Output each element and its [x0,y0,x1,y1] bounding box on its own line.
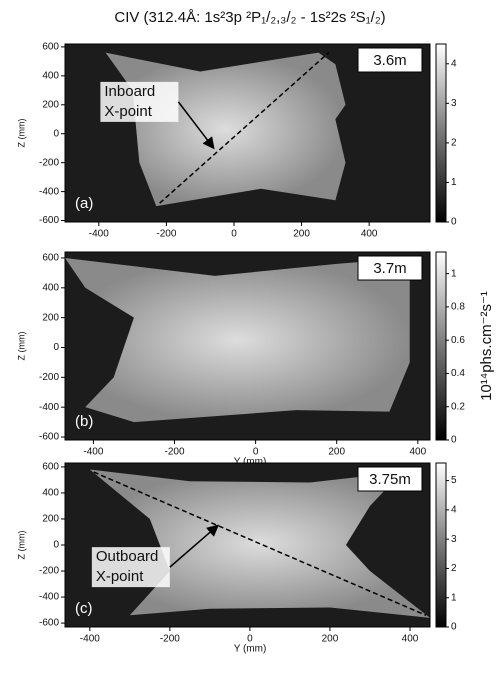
colorbar-label: 10¹⁴phs.cm⁻²s⁻¹ [478,291,495,401]
x-tick-label: 0 [247,634,253,645]
y-tick-label: -200 [39,157,59,168]
colorbar-tick-label: 1 [451,592,457,603]
x-tick-label: 400 [361,229,378,240]
colorbar-tick-label: 0 [451,217,457,228]
x-tick-label: 0 [231,229,237,240]
distance-box [357,47,423,73]
colorbar-tick-label: 4 [451,504,457,515]
x-tick-label: 200 [293,229,310,240]
plot-frame [64,251,431,441]
y-tick-label: -600 [39,618,59,629]
x-axis-label: Y (mm) [234,457,267,468]
x-tick-label: -200 [164,447,184,458]
annotation-box [91,547,170,588]
y-tick-label: 600 [42,42,59,53]
colorbar-tick-label: 0 [451,622,457,633]
x-axis-label: Y (mm) [234,644,267,655]
colorbar-tick-label: 3 [451,534,457,545]
panel-label: (c) [75,600,93,617]
annotation-text: Inboard [104,83,155,100]
colorbar-tick-label: 0.4 [451,368,465,379]
colorbar-tick-label: 0 [451,435,457,446]
y-tick-label: 0 [53,342,59,353]
colorbar-tick-label: 0.8 [451,302,465,313]
distance-label: 3.6m [373,52,406,69]
plot-frame [64,43,431,223]
y-tick-label: 600 [42,462,59,473]
y-tick-label: 0 [53,128,59,139]
x-tick-label: -200 [160,634,180,645]
x-tick-label: 200 [328,447,345,458]
y-tick-label: 400 [42,70,59,81]
y-tick-label: 600 [42,253,59,264]
x-tick-label: 0 [253,447,259,458]
y-tick-label: 200 [42,312,59,323]
y-tick-label: -200 [39,566,59,577]
colorbar [435,43,447,223]
colorbar-tick-label: 1 [451,177,457,188]
distance-box [357,466,423,492]
annotation-arrow [177,101,215,150]
y-tick-label: 200 [42,99,59,110]
emission-region [65,257,410,423]
distance-box [357,255,423,281]
colorbar [435,251,447,441]
panel-label: (b) [75,413,93,430]
colorbar-tick-label: 3 [451,98,457,109]
y-tick-label: 200 [42,514,59,525]
colorbar-tick-label: 2 [451,563,457,574]
x-tick-label: -200 [156,229,176,240]
distance-label: 3.7m [373,260,406,277]
annotation-text: Outboard [96,548,159,565]
y-tick-label: -400 [39,592,59,603]
annotation-box [100,81,179,122]
colorbar-tick-label: 0.2 [451,401,465,412]
y-tick-label: -600 [39,215,59,226]
figure-title: CIV (312.4Å: 1s²3p ²P₁/₂,₃/₂ - 1s²2s ²S₁… [114,9,385,26]
x-tick-label: -400 [89,229,109,240]
annotation-arrow [169,524,220,568]
colorbar-tick-label: 1 [451,268,457,279]
x-tick-label: -400 [80,634,100,645]
y-axis-label: Z (mm) [16,332,26,361]
y-axis-label: Z (mm) [16,531,26,560]
x-point-line [93,471,427,616]
y-tick-label: -200 [39,372,59,383]
colorbar-tick-label: 0.6 [451,335,465,346]
y-tick-label: 400 [42,282,59,293]
y-tick-label: -600 [39,432,59,443]
y-tick-label: -400 [39,186,59,197]
y-axis-label: Z (mm) [16,119,26,148]
colorbar [435,462,447,628]
colorbar-tick-label: 4 [451,58,457,69]
y-tick-label: 400 [42,488,59,499]
x-tick-label: 400 [402,634,419,645]
x-tick-label: 400 [409,447,426,458]
colorbar-tick-label: 5 [451,475,457,486]
x-point-line [159,52,330,204]
annotation-text: X-point [96,568,144,585]
colorbar-tick-label: 2 [451,138,457,149]
x-tick-label: -400 [83,447,103,458]
distance-label: 3.75m [369,471,411,488]
annotation-text: X-point [104,103,152,120]
x-tick-label: 200 [322,634,339,645]
y-tick-label: -400 [39,402,59,413]
panel-label: (a) [75,195,93,212]
y-tick-label: 0 [53,540,59,551]
